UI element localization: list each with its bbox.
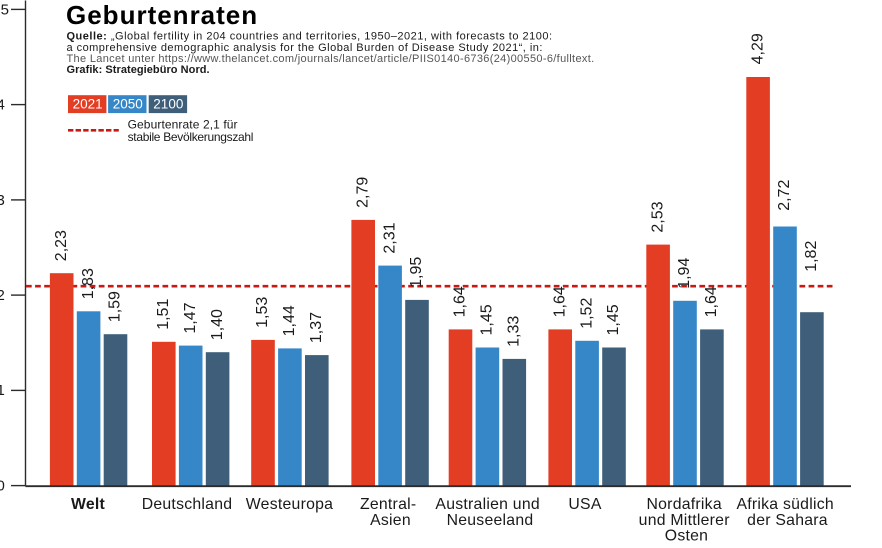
svg-text:1,64: 1,64 — [703, 286, 720, 317]
svg-text:2050: 2050 — [113, 96, 143, 111]
svg-text:2,53: 2,53 — [649, 201, 666, 232]
svg-text:1,51: 1,51 — [155, 299, 172, 330]
svg-text:2,23: 2,23 — [53, 230, 70, 261]
svg-text:1,83: 1,83 — [80, 268, 97, 299]
svg-text:1,44: 1,44 — [281, 305, 298, 336]
svg-text:Grafik: Strategiebüro Nord.: Grafik: Strategiebüro Nord. — [67, 64, 210, 76]
svg-text:1,47: 1,47 — [182, 302, 199, 333]
svg-text:1,52: 1,52 — [578, 298, 595, 329]
svg-text:Australien und Neuseeland: Australien und Neuseeland — [435, 496, 544, 529]
svg-text:0 1 2 3 4 5: 0 1 2 3 4 5 — [0, 1, 9, 494]
svg-text:Zentral- Asien: Zentral- Asien — [360, 496, 421, 529]
svg-text:2,31: 2,31 — [381, 222, 398, 253]
svg-text:Geburtenraten: Geburtenraten — [66, 0, 258, 30]
svg-text:The Lancet unter https://www.t: The Lancet unter https://www.thelancet.c… — [67, 53, 595, 65]
svg-text:1,37: 1,37 — [308, 312, 325, 343]
svg-text:1,59: 1,59 — [107, 291, 124, 322]
svg-text:1,82: 1,82 — [803, 241, 820, 272]
svg-text:1,53: 1,53 — [254, 297, 271, 328]
svg-text:USA: USA — [568, 496, 601, 513]
svg-text:2,72: 2,72 — [776, 180, 793, 211]
svg-text:Welt: Welt — [71, 496, 106, 513]
svg-text:1,64: 1,64 — [452, 286, 469, 317]
svg-text:4,29: 4,29 — [749, 33, 766, 64]
svg-text:1,33: 1,33 — [506, 316, 523, 347]
svg-text:stabile Bevölkerungszahl: stabile Bevölkerungszahl — [128, 130, 254, 144]
svg-text:1,64: 1,64 — [551, 286, 568, 317]
svg-text:Afrika südlich der Sahara: Afrika südlich der Sahara — [736, 496, 838, 529]
svg-text:1,40: 1,40 — [209, 309, 226, 340]
svg-text:Geburtenrate 2,1 für: Geburtenrate 2,1 für — [128, 118, 238, 132]
svg-text:Nordafrika und Mittlerer Osten: Nordafrika und Mittlerer Osten — [639, 496, 735, 543]
svg-text:1,45: 1,45 — [479, 304, 496, 335]
svg-text:2,79: 2,79 — [354, 177, 371, 208]
svg-text:2100: 2100 — [153, 96, 183, 111]
svg-text:2021: 2021 — [73, 96, 103, 111]
svg-text:1,94: 1,94 — [676, 258, 693, 289]
svg-text:Quelle: „Global fertility in 2: Quelle: „Global fertility in 204 countri… — [67, 31, 553, 43]
svg-text:a comprehensive demographic an: a comprehensive demographic analysis for… — [67, 42, 543, 54]
svg-text:1,45: 1,45 — [605, 304, 622, 335]
svg-text:Westeuropa: Westeuropa — [246, 496, 333, 513]
svg-text:1,95: 1,95 — [408, 257, 425, 288]
svg-text:Deutschland: Deutschland — [142, 496, 233, 513]
